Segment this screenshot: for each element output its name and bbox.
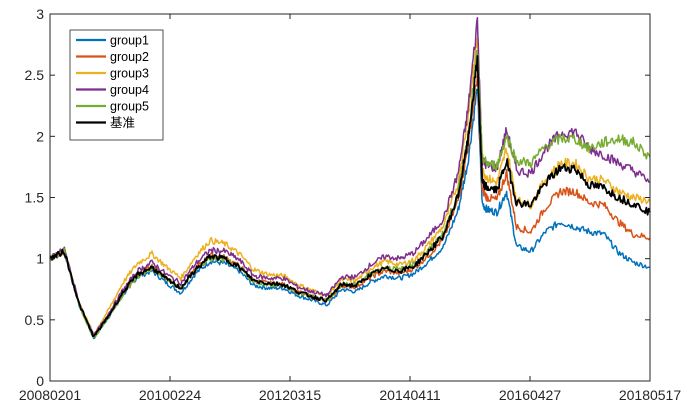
y-tick-label: 2 <box>36 128 44 144</box>
x-axis: 20080201 20100224 20120315 20140411 20160427… <box>19 14 682 403</box>
legend-label-2: group2 <box>110 50 149 64</box>
legend-label-5: group5 <box>110 100 149 114</box>
x-tick-label: 20100224 <box>139 387 202 403</box>
legend-label-4: group4 <box>110 83 149 97</box>
y-axis: 0 0.5 1 1.5 2 2.5 3 <box>25 6 650 389</box>
legend: group1 group2 group3 group4 group5 基准 <box>69 29 164 141</box>
series-line-3 <box>49 37 651 336</box>
x-tick-label: 20180517 <box>619 387 682 403</box>
series-line-4 <box>49 17 651 338</box>
y-tick-label: 1.5 <box>25 190 45 206</box>
x-tick-label: 20080201 <box>19 387 82 403</box>
x-tick-label: 20120315 <box>259 387 322 403</box>
y-tick-label: 3 <box>36 6 44 22</box>
x-tick-label: 20140411 <box>379 387 440 403</box>
y-tick-label: 0.5 <box>25 312 45 328</box>
series-line-6 <box>49 55 651 338</box>
legend-label-1: group1 <box>110 34 149 48</box>
y-tick-label: 2.5 <box>25 67 45 83</box>
y-tick-label: 1 <box>36 251 44 267</box>
plot-lines <box>49 17 651 340</box>
legend-label-3: group3 <box>110 67 149 81</box>
x-tick-label: 20160427 <box>499 387 562 403</box>
y-tick-label: 0 <box>36 373 44 389</box>
legend-label-6: 基准 <box>110 116 135 130</box>
